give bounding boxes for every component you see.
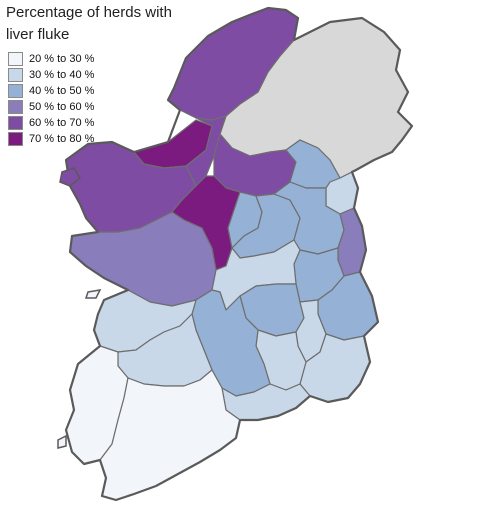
legend-swatch (8, 116, 23, 130)
legend-label: 30 % to 40 % (29, 69, 95, 81)
legend-item: 70 % to 80 % (8, 131, 94, 147)
island-aran (84, 289, 102, 299)
legend-item: 30 % to 40 % (8, 67, 94, 83)
legend-swatch (8, 68, 23, 82)
map-title-line2: liver fluke (6, 26, 70, 43)
legend-swatch (8, 132, 23, 146)
island-valentia (57, 434, 67, 449)
legend: 20 % to 30 % 30 % to 40 % 40 % to 50 % 50 %… (8, 51, 94, 147)
legend-label: 70 % to 80 % (29, 133, 95, 145)
legend-label: 40 % to 50 % (29, 85, 95, 97)
legend-label: 20 % to 30 % (29, 53, 95, 65)
legend-swatch (8, 100, 23, 114)
legend-item: 20 % to 30 % (8, 51, 94, 67)
coastline (64, 6, 414, 502)
island-achill (59, 167, 81, 187)
legend-item: 60 % to 70 % (8, 115, 94, 131)
legend-swatch (8, 84, 23, 98)
legend-label: 50 % to 60 % (29, 101, 95, 113)
legend-label: 60 % to 70 % (29, 117, 95, 129)
legend-swatch (8, 52, 23, 66)
legend-item: 50 % to 60 % (8, 99, 94, 115)
map-title-line1: Percentage of herds with (6, 4, 172, 21)
legend-item: 40 % to 50 % (8, 83, 94, 99)
